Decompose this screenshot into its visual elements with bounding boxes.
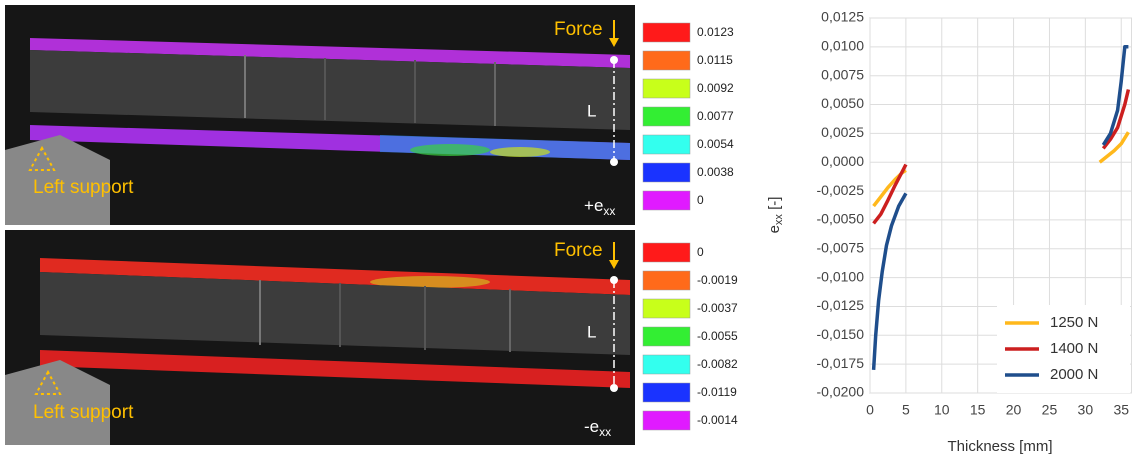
colorbar-swatch	[642, 190, 691, 211]
colorbar-label: 0.0077	[697, 109, 734, 123]
x-tick-label: 15	[970, 402, 986, 418]
length-label: L	[587, 322, 596, 341]
colorbar-label: 0.0038	[697, 165, 734, 179]
bottom-image: Force L Left support -exx	[5, 230, 635, 445]
colorbar-label: -0.0119	[697, 385, 737, 399]
y-tick-label: -0,0200	[817, 384, 865, 400]
colorbar-label: -0.0082	[697, 357, 738, 371]
x-tick-label: 10	[934, 402, 950, 418]
colorbar-label: 0	[697, 245, 704, 259]
strain-label: +exx	[584, 196, 615, 218]
legend-label: 2000 N	[1050, 366, 1098, 383]
colorbar-swatch	[642, 78, 691, 99]
colorbar-swatch	[642, 382, 691, 403]
series-line	[872, 89, 1131, 225]
x-tick-label: 25	[1042, 402, 1058, 418]
colorbar-swatch	[642, 162, 691, 183]
strain-sign: +	[584, 196, 594, 215]
y-tick-label: 0,0025	[821, 124, 864, 140]
colorbar-label: 0.0115	[697, 53, 733, 67]
top-image: Force L Left support +exx	[5, 5, 635, 225]
colorbar-swatch	[642, 22, 691, 43]
y-label-symbol: e	[766, 225, 783, 233]
y-tick-label: 0,0125	[821, 9, 864, 25]
legend-label: 1250 N	[1050, 314, 1098, 331]
y-label-sub: xx	[773, 214, 785, 226]
strain-label: -exx	[584, 417, 611, 439]
colorbar-swatch	[642, 298, 691, 319]
y-tick-label: 0,0100	[821, 38, 864, 54]
y-tick-label: 0,0075	[821, 66, 864, 82]
x-tick-label: 5	[902, 402, 910, 418]
length-label: L	[587, 101, 596, 120]
colorbar-swatch	[642, 410, 691, 431]
y-axis-label: exx [-]	[766, 197, 785, 234]
x-tick-label: 20	[1006, 402, 1022, 418]
y-tick-label: -0,0050	[817, 211, 865, 227]
colorbar-label: -0.0014	[697, 413, 738, 427]
strain-symbol: e	[590, 417, 599, 436]
strain-symbol: e	[594, 196, 603, 215]
colorbar-label: 0	[697, 193, 704, 207]
colorbar-label: 0.0054	[697, 137, 734, 151]
colorbar-swatch	[642, 50, 691, 71]
colorbar-label: 0.0092	[697, 81, 734, 95]
strain-sign: -	[584, 417, 590, 436]
colorbar-swatch	[642, 354, 691, 375]
y-tick-label: -0,0175	[817, 355, 865, 371]
y-tick-label: -0,0075	[817, 239, 865, 255]
x-tick-label: 35	[1113, 402, 1129, 418]
x-tick-label: 0	[866, 402, 874, 418]
colorbar-swatch	[642, 106, 691, 127]
x-tick-label: 30	[1078, 402, 1094, 418]
strain-sub: xx	[599, 425, 611, 439]
x-axis-label: Thickness [mm]	[947, 438, 1052, 455]
colorbar-label: -0.0055	[697, 329, 738, 343]
colorbar-swatch	[642, 134, 691, 155]
force-label: Force	[554, 240, 603, 261]
y-label-unit: [-]	[766, 197, 783, 215]
colorbar-swatch	[642, 242, 691, 263]
y-tick-label: -0,0100	[817, 268, 865, 284]
y-tick-label: -0,0025	[817, 182, 865, 198]
series-line	[871, 45, 1129, 371]
colorbar-swatch	[642, 326, 691, 347]
colorbar-label: -0.0019	[697, 273, 738, 287]
colorbar-label: -0.0037	[697, 301, 738, 315]
legend-label: 1400 N	[1050, 340, 1098, 357]
support-label: Left support	[33, 402, 134, 423]
force-label: Force	[554, 19, 603, 40]
y-tick-label: -0,0150	[817, 326, 865, 342]
colorbar-label: 0.0123	[697, 25, 734, 39]
y-tick-label: -0,0125	[817, 297, 865, 313]
colorbar-swatch	[642, 270, 691, 291]
y-tick-label: 0,0000	[821, 153, 864, 169]
support-label: Left support	[33, 177, 134, 198]
strain-sub: xx	[603, 204, 615, 218]
y-tick-label: 0,0050	[821, 95, 864, 111]
